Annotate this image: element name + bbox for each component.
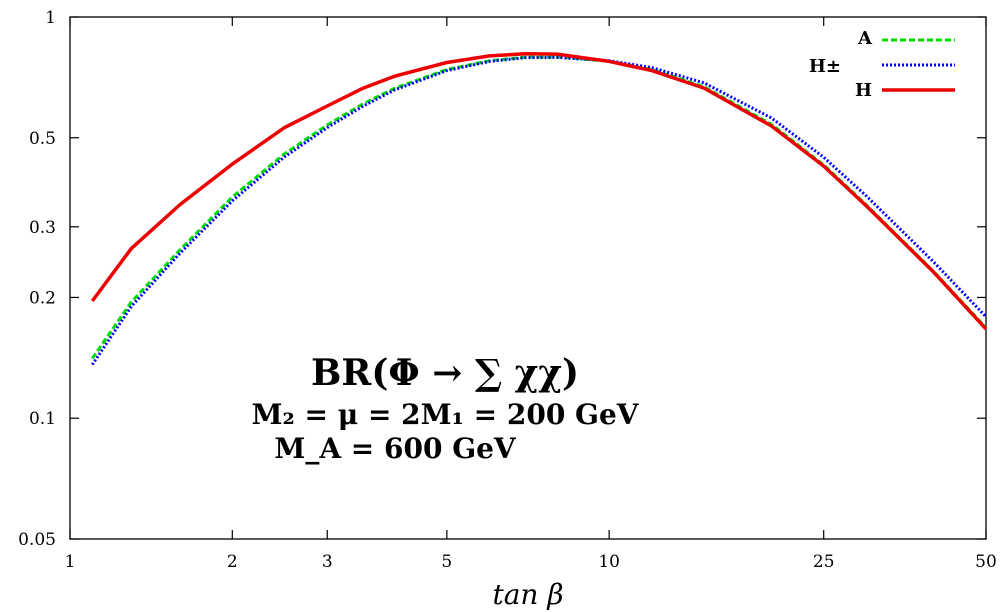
- x-tick-label: 5: [441, 552, 452, 572]
- y-tick-label: 0.1: [29, 409, 56, 429]
- legend: A H± H: [809, 28, 955, 101]
- y-tick-label: 0.2: [29, 288, 56, 308]
- annotation-br: BR(Φ → ∑ χχ): [311, 352, 579, 394]
- y-tick-label: 0.05: [18, 530, 56, 550]
- legend-label-h: H: [855, 80, 872, 101]
- annotation-masses: M₂ = μ = 2M₁ = 200 GeV: [251, 398, 639, 431]
- series-line-H: [91, 55, 988, 366]
- y-tick-label: 0.5: [29, 129, 56, 149]
- plot-frame: [69, 16, 987, 540]
- annotation-block: BR(Φ → ∑ χχ) M₂ = μ = 2M₁ = 200 GeV M_A …: [251, 352, 639, 465]
- legend-label-hpm: H±: [809, 56, 841, 77]
- x-tick-label: 1: [65, 552, 76, 572]
- x-tick-label: 50: [975, 552, 997, 572]
- annotation-ma: M_A = 600 GeV: [274, 432, 517, 465]
- series-line-A: [91, 55, 988, 360]
- x-tick-label: 25: [813, 552, 835, 572]
- x-tick-label: 3: [322, 552, 333, 572]
- x-axis-title: tan β: [492, 578, 563, 611]
- x-tick-label: 10: [598, 552, 620, 572]
- y-tick-label: 1: [45, 8, 56, 28]
- axis-ticks: [69, 16, 987, 540]
- series-layer: [90, 51, 988, 366]
- x-tick-label: 2: [227, 552, 238, 572]
- y-tick-label: 0.3: [29, 218, 56, 238]
- axis-tick-labels: 1 2 3 5 10 25 50 0.05 0.1 0.2 0.3 0.5 1: [18, 8, 997, 572]
- series-line-H: [90, 51, 988, 331]
- legend-label-a: A: [857, 28, 873, 49]
